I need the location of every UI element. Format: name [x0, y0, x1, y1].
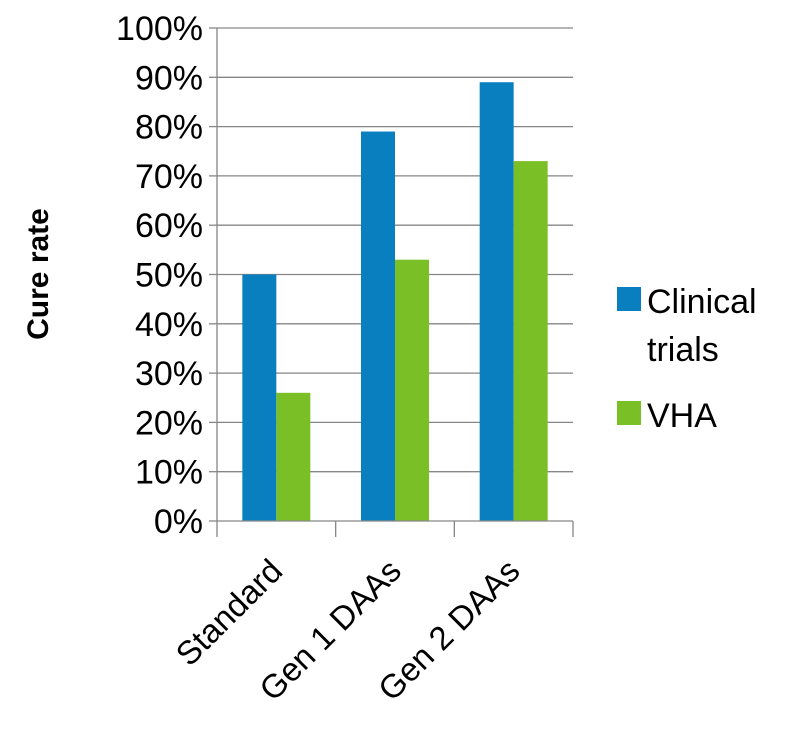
y-tick-label: 10%	[135, 454, 203, 492]
y-tick-label: 90%	[135, 59, 203, 97]
y-tick-label: 70%	[135, 158, 203, 196]
y-tick-label: 60%	[135, 207, 203, 245]
y-tick-label: 0%	[154, 503, 203, 541]
y-tick-label: 80%	[135, 109, 203, 147]
bar-clinical-trials-gen-1-daas	[361, 131, 395, 521]
legend-label: Clinical	[647, 283, 757, 321]
y-tick-label: 50%	[135, 257, 203, 295]
legend-label: trials	[647, 331, 719, 369]
bar-vha-gen-2-daas	[513, 161, 548, 522]
y-tick-label: 40%	[135, 306, 203, 344]
legend-item-1: Clinical trials	[617, 283, 757, 369]
legend-label: VHA	[647, 397, 717, 435]
y-axis-title: Cure rate	[22, 208, 55, 340]
legend-swatch	[617, 287, 641, 311]
bar-clinical-trials-gen-2-daas	[479, 82, 514, 521]
legend-swatch	[617, 401, 641, 425]
bar-vha-gen-1-daas	[395, 259, 429, 521]
bar-clinical-trials-standard	[242, 274, 277, 521]
bars	[242, 82, 548, 522]
legend: Clinical trials VHA	[617, 283, 757, 435]
bar-vha-standard	[276, 392, 311, 521]
legend-item-2: VHA	[617, 397, 717, 435]
y-tick-label: 20%	[135, 404, 203, 442]
y-tick-label: 100%	[116, 10, 203, 48]
y-tick-labels: 0% 10% 20% 30% 40% 50% 60% 70% 80% 90% 100%	[116, 10, 203, 541]
axes	[209, 27, 574, 537]
y-tick-label: 30%	[135, 355, 203, 393]
x-tick-label: Standard	[168, 552, 289, 673]
